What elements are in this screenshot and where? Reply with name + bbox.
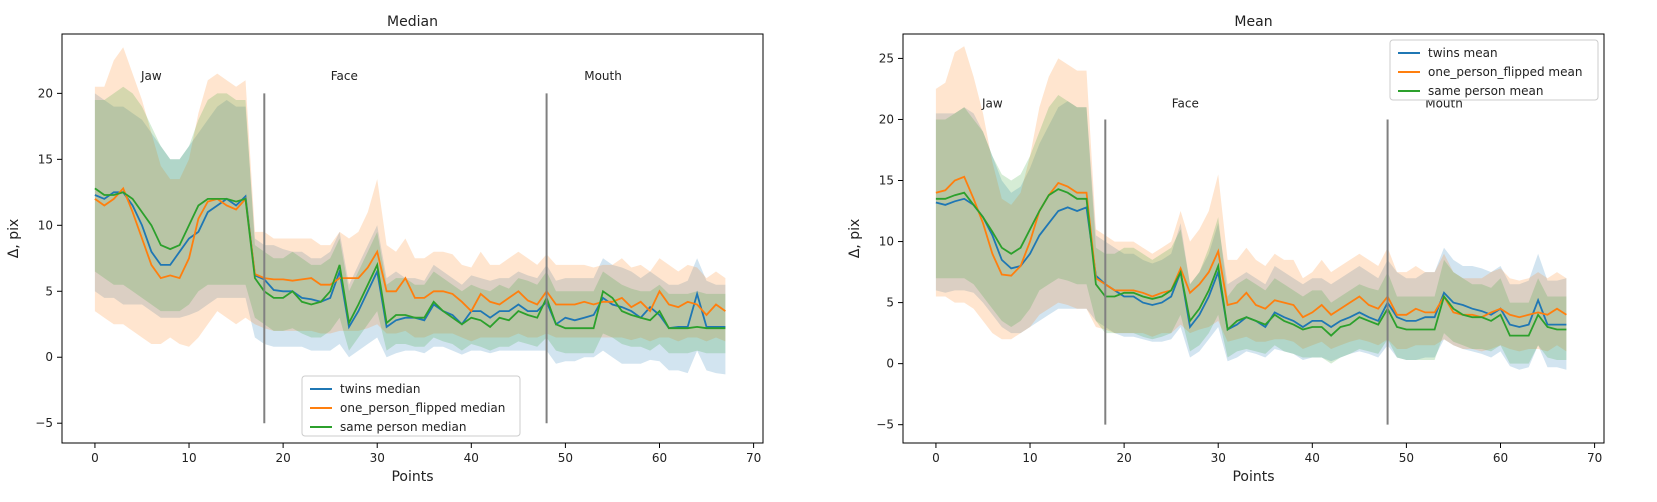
x-tick-label: 10 [1022, 451, 1037, 465]
legend-label: twins median [340, 382, 421, 396]
legend-box [1389, 39, 1599, 101]
band-same-person-mean [935, 95, 1567, 364]
x-tick-label: 0 [91, 451, 99, 465]
y-tick-label: 5 [45, 284, 53, 298]
region-label-mouth: Mouth [584, 69, 622, 83]
x-tick-label: 30 [1211, 451, 1226, 465]
legend-label: one_person_flipped mean [1428, 65, 1582, 79]
series-line-same-person-median [94, 187, 726, 330]
y-tick-label: 15 [879, 174, 894, 188]
y-tick-label: 0 [886, 357, 894, 371]
x-tick-label: 20 [275, 451, 290, 465]
x-axis-label: Points [1232, 469, 1274, 485]
region-label-jaw: Jaw [981, 96, 1003, 110]
legend-label: one_person_flipped median [340, 401, 505, 415]
y-tick-label: −5 [876, 418, 894, 432]
chart-median: Jaw Face Mouth 0 10 20 30 40 50 60 70 −5 0 5 10 15 20 Med… [6, 14, 764, 485]
plot-frame [902, 33, 1605, 444]
y-tick-label: 15 [38, 152, 53, 166]
x-tick-label: 20 [1116, 451, 1131, 465]
series-line-twins-median [94, 191, 726, 330]
legend-label: twins mean [1428, 46, 1498, 60]
x-tick-label: 60 [652, 451, 667, 465]
x-tick-label: 0 [932, 451, 940, 465]
y-tick-label: 5 [886, 296, 894, 310]
x-tick-label: 70 [1587, 451, 1602, 465]
x-tick-label: 50 [558, 451, 573, 465]
x-tick-label: 10 [181, 451, 196, 465]
y-tick-label: 25 [879, 51, 894, 65]
legend: twins mean one_person_flipped mean same pe… [1389, 39, 1599, 101]
y-tick-label: −5 [35, 416, 53, 430]
series-line-one-person-flipped-median [94, 186, 726, 317]
y-axis-label: Δ, pix [6, 219, 22, 259]
x-tick-label: 30 [370, 451, 385, 465]
y-axis-label: Δ, pix [847, 219, 863, 259]
legend-label: same person median [340, 420, 466, 434]
x-tick-label: 50 [1399, 451, 1414, 465]
y-tick-label: 10 [38, 218, 53, 232]
y-tick-label: 20 [38, 86, 53, 100]
region-label-face: Face [1172, 96, 1199, 110]
chart-title: Median [387, 14, 438, 30]
x-tick-label: 40 [1305, 451, 1320, 465]
x-tick-label: 60 [1493, 451, 1508, 465]
x-tick-label: 70 [746, 451, 761, 465]
band-twins-mean [935, 101, 1567, 370]
x-tick-label: 40 [464, 451, 479, 465]
plot-frame [61, 33, 764, 444]
band-one-person-flipped-mean [935, 46, 1567, 352]
band-one-person-flipped-median [94, 47, 726, 347]
region-label-jaw: Jaw [140, 69, 162, 83]
y-tick-label: 10 [879, 235, 894, 249]
series-line-same-person-mean [935, 188, 1567, 337]
y-tick-label: 20 [879, 112, 894, 126]
band-same-person-median [94, 86, 726, 354]
y-tick-label: 0 [45, 350, 53, 364]
chart-title: Mean [1234, 14, 1272, 30]
legend: twins median one_person_flipped median sam… [301, 375, 521, 437]
region-label-face: Face [331, 69, 358, 83]
legend-label: same person mean [1428, 84, 1543, 98]
legend-box [301, 375, 521, 437]
x-axis-label: Points [391, 469, 433, 485]
